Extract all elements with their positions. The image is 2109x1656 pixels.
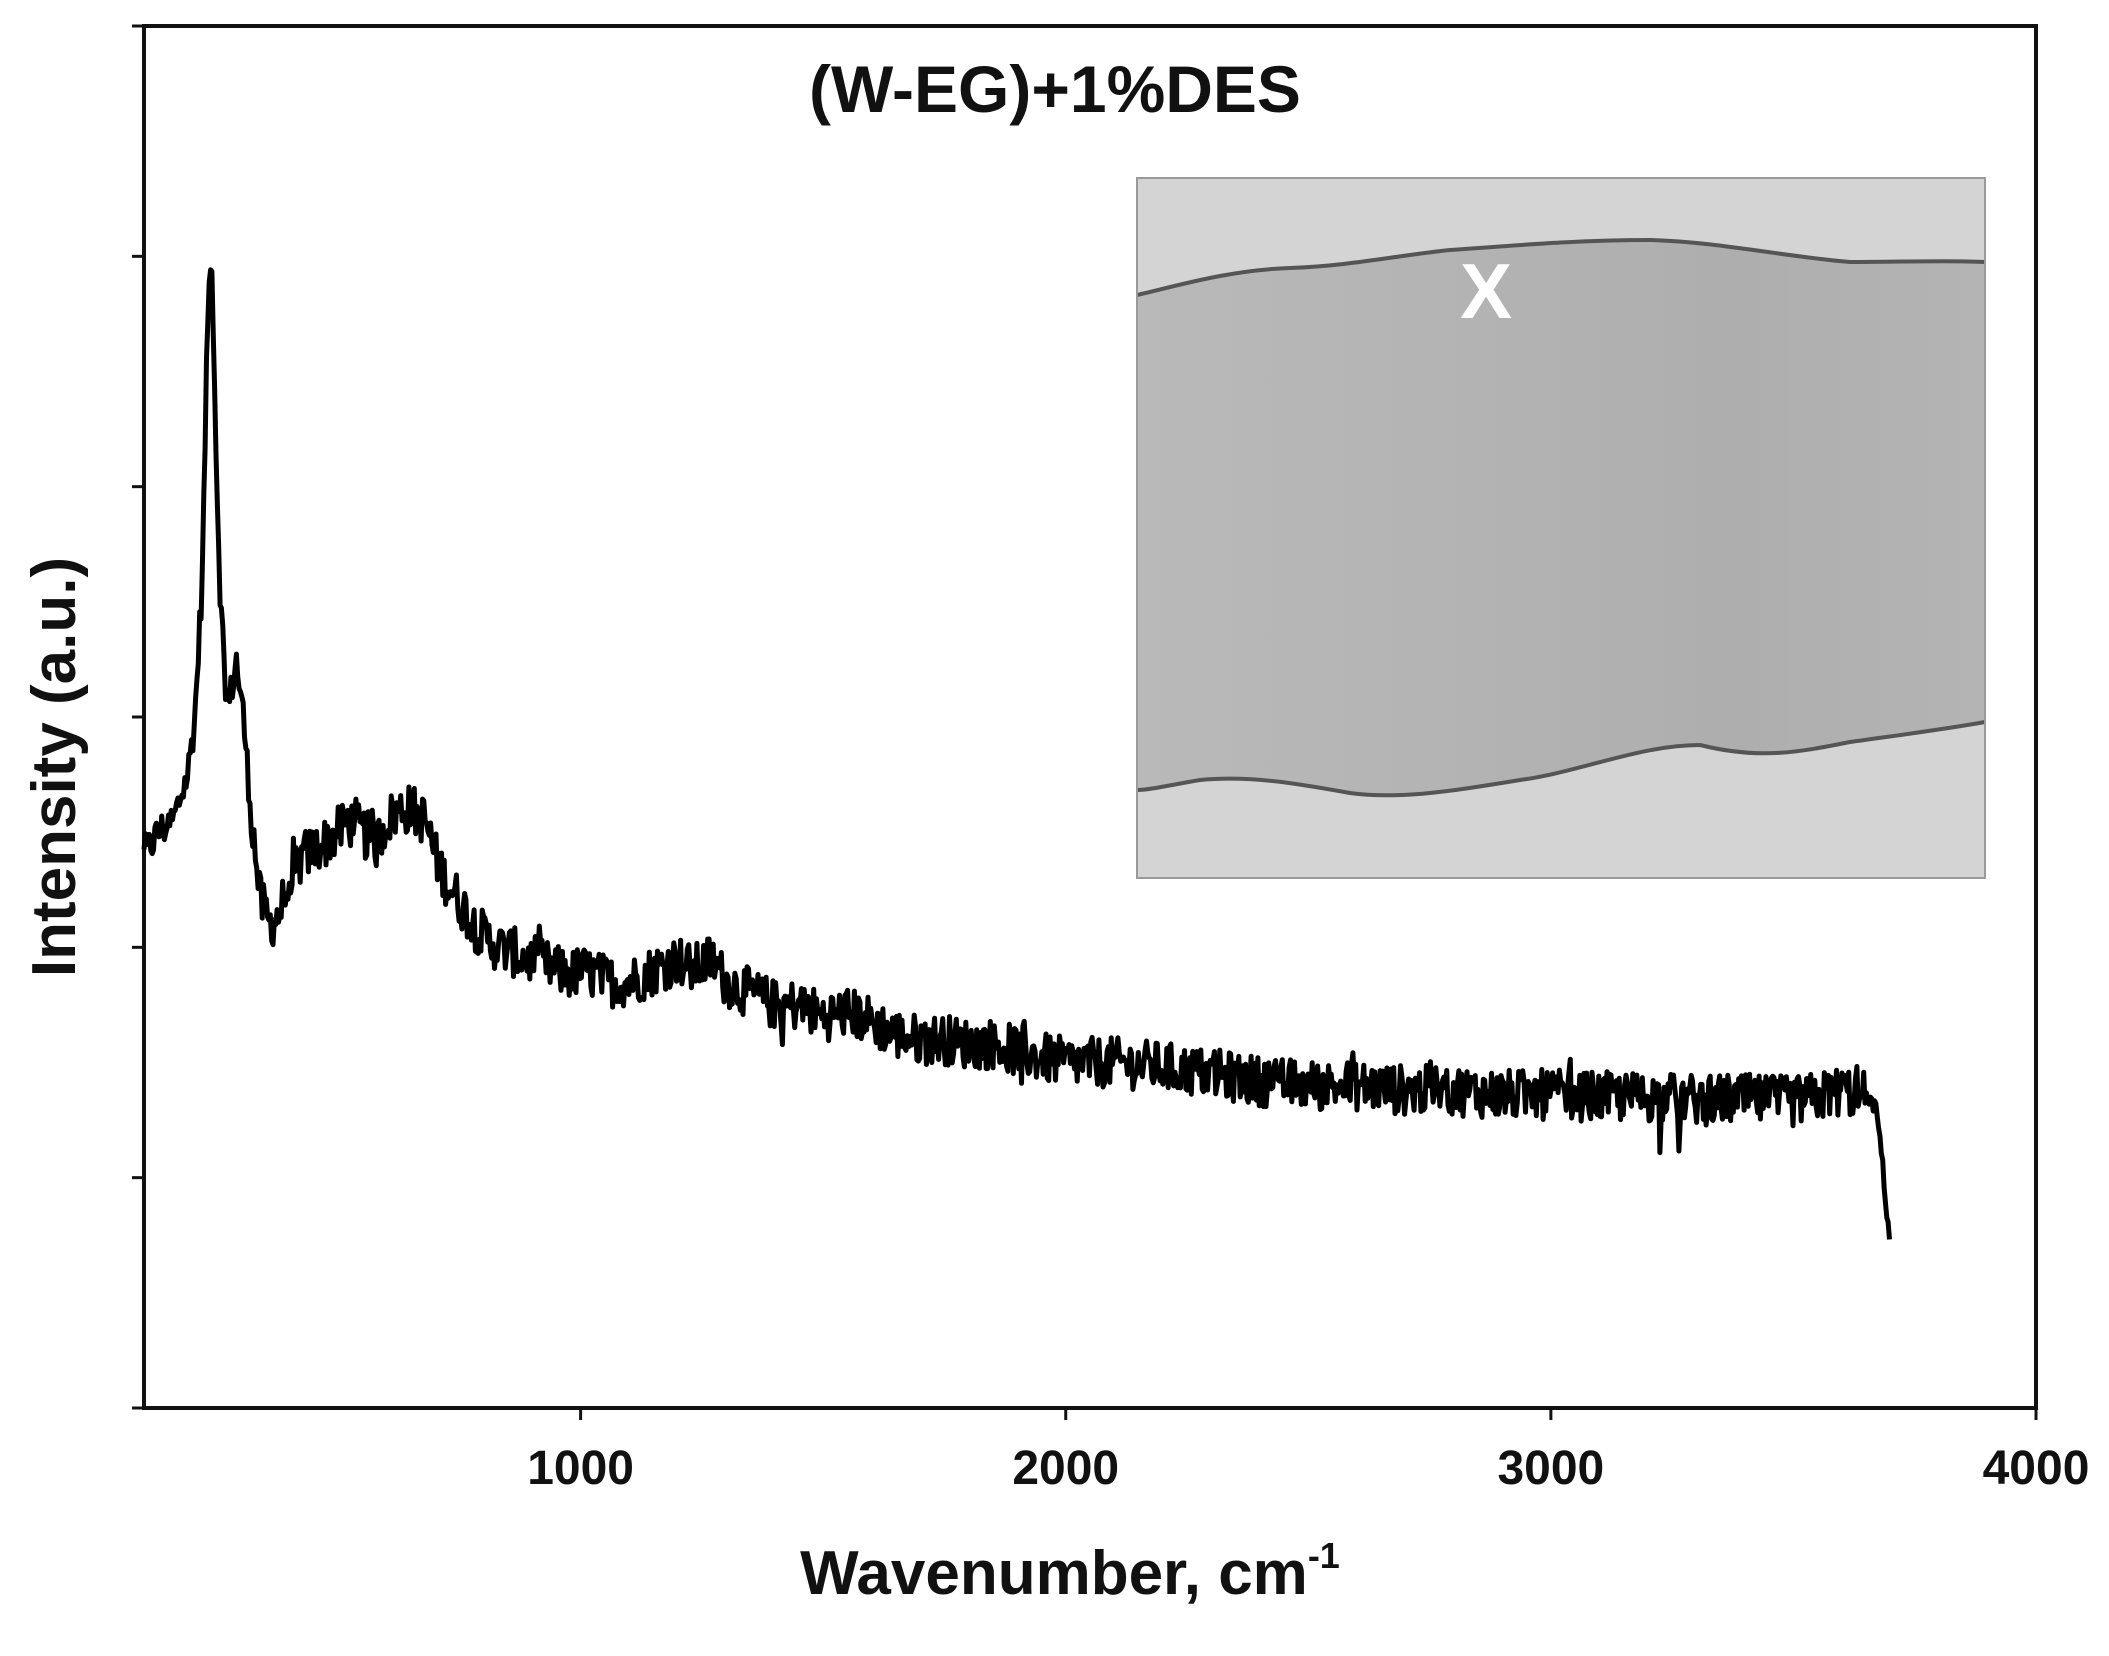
optical-micrograph-inset: X [1136, 177, 1986, 879]
x-tick-label: 3000 [1497, 1442, 1604, 1495]
x-tick-label: 2000 [1012, 1442, 1119, 1495]
plot-area: 1000 2000 3000 4000 [132, 24, 2089, 1495]
inset-coating-layer [1137, 240, 1985, 796]
y-axis-label: Intensity (a.u.) [20, 557, 89, 977]
inset-bottom-edge [1136, 720, 1986, 798]
x-axis-label-main: Wavenumber, cm [800, 1539, 1308, 1608]
x-axis-label-superscript: -1 [1308, 1535, 1340, 1576]
inset-mark-x: X [1460, 247, 1512, 335]
y-axis-ticks [132, 24, 144, 1410]
chart-title: (W-EG)+1%DES [809, 52, 1301, 126]
spectrum-line [141, 267, 1892, 1240]
x-tick-label: 4000 [1983, 1442, 2090, 1495]
inset-border [1136, 177, 1986, 879]
x-tick-label: 1000 [527, 1442, 634, 1495]
x-axis-ticks: 1000 2000 3000 4000 [527, 1408, 2089, 1495]
x-axis-label: Wavenumber, cm-1 [800, 1535, 1340, 1608]
inset-top-edge [1136, 237, 1986, 297]
